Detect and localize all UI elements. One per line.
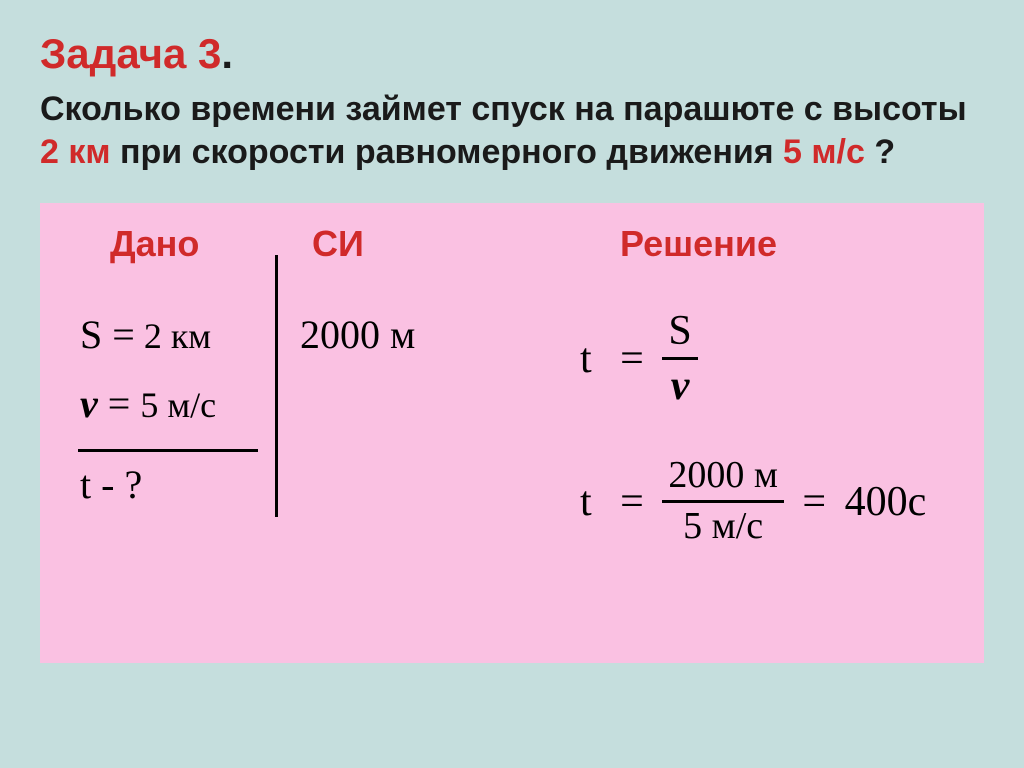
equation-2: t = 2000 м 5 м/с = 400с [580,456,1000,547]
given-line-2: v = 5 м/с [80,380,280,427]
eq1-equals: = [620,335,644,383]
given-v-rhs: 5 м/с [140,385,216,425]
given-v-eq: = [98,381,141,426]
given-s-lhs: S = [80,312,135,357]
eq2-numerator: 2000 м [662,456,784,503]
problem-title: Задача 3. [40,30,984,78]
equation-1: t = S v [580,309,1000,408]
content-area: S = 2 км v = 5 м/с t - ? 2000 м t = S [80,289,964,649]
given-t-lhs: t - [80,462,124,507]
eq2-fraction: 2000 м 5 м/с [662,456,784,547]
header-solution: Решение [620,223,777,265]
solution-column: t = S v t = 2000 м 5 м/с = 400с [580,283,1000,595]
eq1-den-v: v [671,363,690,409]
problem-part3: ? [865,133,895,171]
header-si: СИ [312,223,364,265]
eq2-result: 400с [845,478,927,526]
eq2-lhs: t [580,478,592,526]
problem-highlight-2: 5 м/с [783,133,865,171]
si-column: 2000 м [300,289,440,380]
eq1-fraction: S v [662,309,697,408]
problem-part2: при скорости равномерного движения [111,133,784,171]
header-given: Дано [110,223,199,265]
eq1-lhs: t [580,335,592,383]
eq1-numerator: S [662,309,697,360]
given-column: S = 2 км v = 5 м/с t - ? [80,289,280,530]
solution-box: Дано СИ Решение S = 2 км v = 5 м/с t - ?… [40,203,984,663]
given-line-1: S = 2 км [80,311,280,358]
eq2-equals-1: = [620,478,644,526]
headers-row: Дано СИ Решение [80,223,964,279]
given-s-rhs: 2 км [135,316,211,356]
given-line-3: t - ? [80,461,280,508]
title-suffix: . [221,30,233,77]
eq2-denominator: 5 м/с [662,503,784,547]
eq1-denominator: v [662,360,697,408]
eq2-equals-2: = [802,478,826,526]
given-v-symbol: v [80,381,98,426]
title-text: Задача 3 [40,30,221,77]
problem-highlight-1: 2 км [40,133,111,171]
problem-part1: Сколько времени займет спуск на парашюте… [40,90,967,128]
problem-statement: Сколько времени займет спуск на парашюте… [40,88,984,173]
si-line-1: 2000 м [300,311,440,358]
slide: Задача 3. Сколько времени займет спуск н… [0,0,1024,768]
given-t-rhs: ? [124,462,142,507]
